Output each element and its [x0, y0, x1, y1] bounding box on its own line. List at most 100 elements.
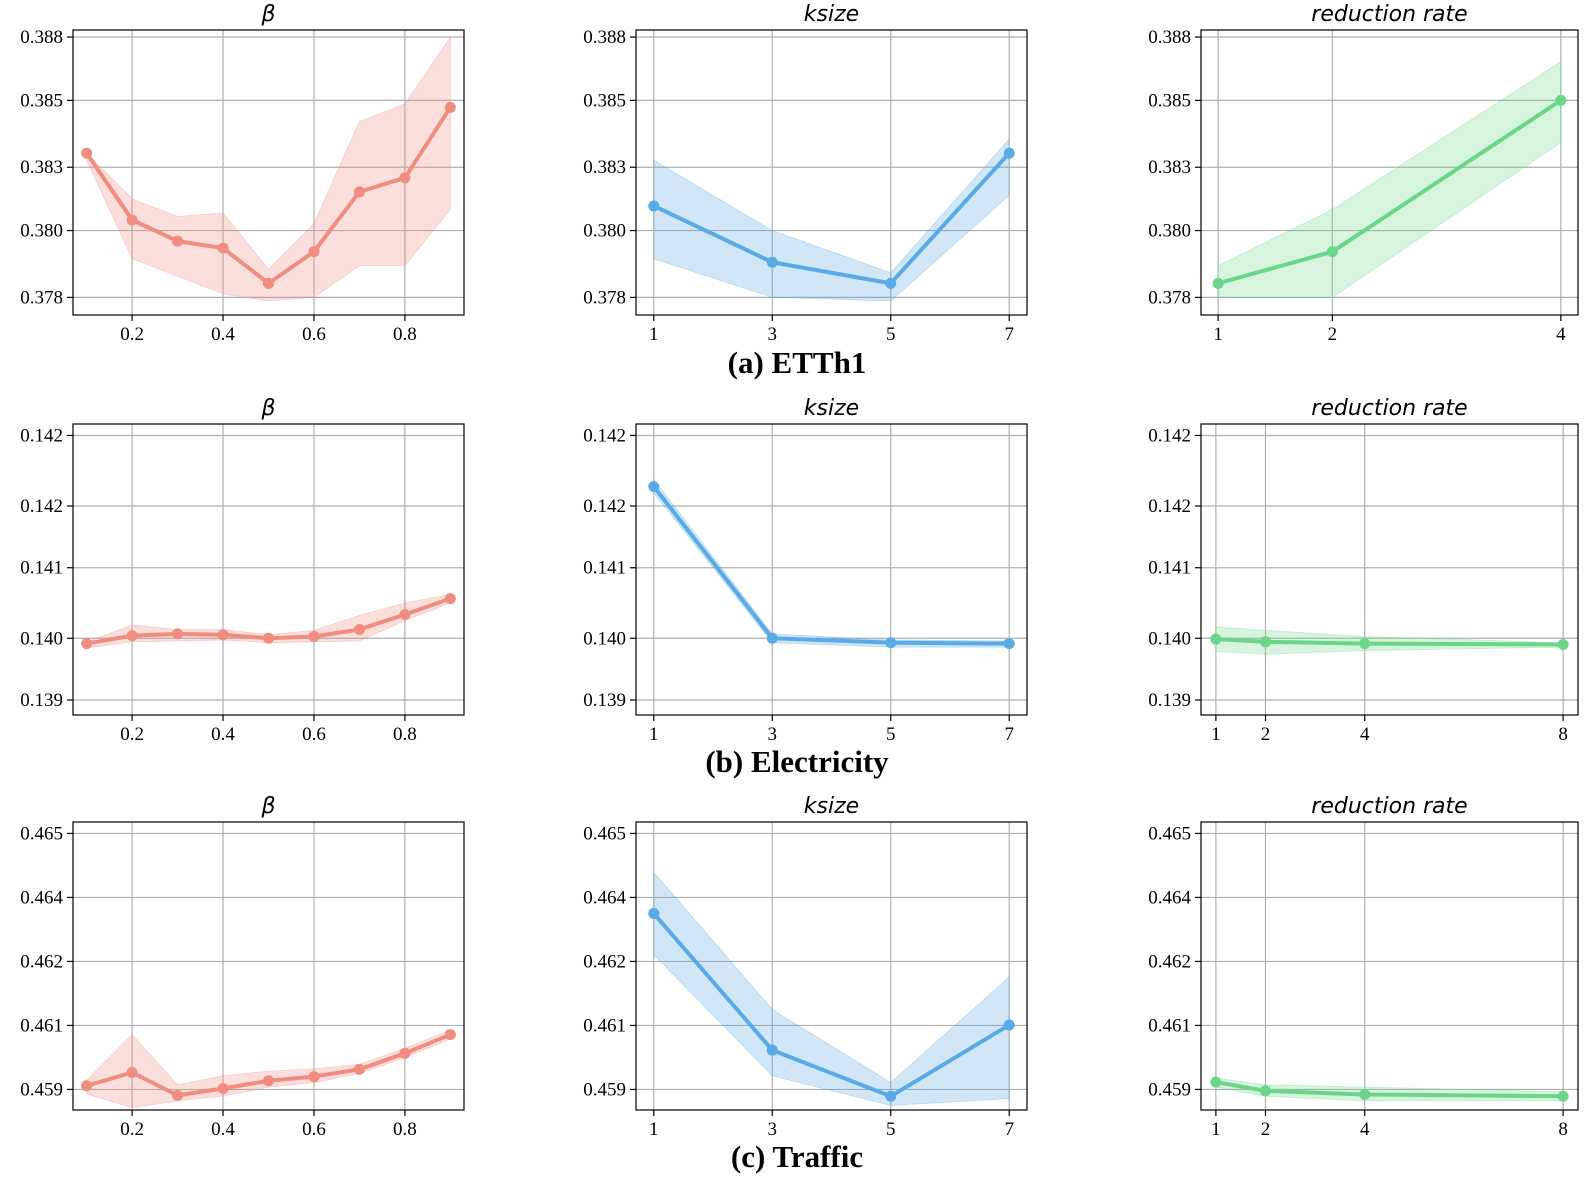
data-point: [885, 1090, 897, 1102]
y-tick-label: 0.464: [1148, 887, 1191, 908]
y-tick-label: 0.142: [1148, 496, 1191, 517]
data-point: [399, 172, 411, 184]
data-point: [766, 1044, 778, 1056]
y-tick-label: 0.380: [1148, 221, 1191, 242]
y-tick-label: 0.141: [1148, 558, 1191, 579]
y-tick-label: 0.142: [1148, 425, 1191, 446]
data-point: [1557, 1090, 1569, 1102]
x-tick-label: 0.4: [211, 724, 235, 745]
data-point: [308, 631, 320, 643]
x-tick-label: 0.8: [393, 324, 417, 345]
chart-title: ksize: [804, 794, 859, 819]
confidence-band: [653, 871, 1010, 1106]
axes-frame: [1200, 821, 1579, 1111]
data-point: [81, 1080, 93, 1092]
data-point: [1259, 636, 1271, 648]
x-tick-label: 4: [1360, 724, 1370, 745]
y-tick-label: 0.465: [1148, 823, 1191, 844]
x-tick-label: 7: [1004, 724, 1014, 745]
y-tick-label: 0.462: [20, 951, 63, 972]
x-tick-label: 0.2: [120, 724, 144, 745]
data-point: [217, 1083, 229, 1095]
data-point: [1003, 147, 1015, 159]
axes-frame: [72, 821, 465, 1111]
subplot-electricity-ksize: 1 3 5 7 0.139 0.140 0.141 0.142 0.142 ksize: [583, 396, 1028, 745]
y-tick-label: 0.140: [583, 628, 626, 649]
chart-title: β: [260, 794, 275, 819]
data-point: [399, 1047, 411, 1059]
y-tick-label: 0.383: [1148, 157, 1191, 178]
x-tick-label: 3: [768, 1119, 778, 1140]
data-point: [308, 1071, 320, 1083]
data-point: [217, 242, 229, 254]
y-tick-label: 0.140: [1148, 628, 1191, 649]
data-point: [172, 628, 184, 640]
y-tick-label: 0.462: [583, 951, 626, 972]
y-tick-label: 0.385: [1148, 90, 1191, 111]
data-point: [648, 200, 660, 212]
data-point: [1212, 277, 1224, 289]
x-tick-label: 3: [768, 724, 778, 745]
y-tick-label: 0.459: [583, 1079, 626, 1100]
x-tick-label: 2: [1328, 324, 1338, 345]
x-tick-label: 2: [1261, 1119, 1271, 1140]
x-tick-label: 0.2: [120, 324, 144, 345]
y-tick-label: 0.459: [20, 1079, 63, 1100]
data-point: [399, 608, 411, 620]
y-tick-label: 0.462: [1148, 951, 1191, 972]
y-tick-label: 0.461: [583, 1015, 626, 1036]
chart-title: β: [260, 2, 275, 27]
y-tick-label: 0.388: [1148, 27, 1191, 48]
chart-title: ksize: [804, 396, 859, 421]
series-line: [1213, 637, 1566, 647]
series-line: [651, 911, 1012, 1099]
data-point: [263, 1075, 274, 1087]
y-tick-label: 0.385: [583, 90, 626, 111]
y-tick-label: 0.383: [20, 157, 63, 178]
data-point: [126, 1067, 138, 1079]
data-point: [885, 637, 897, 649]
chart-title: ksize: [804, 2, 859, 27]
caption-traffic: (c) Traffic: [731, 1139, 863, 1174]
confidence-band: [653, 478, 1010, 648]
x-tick-label: 1: [649, 724, 659, 745]
y-tick-label: 0.380: [583, 221, 626, 242]
data-point: [1555, 94, 1567, 106]
data-point: [1359, 638, 1371, 650]
chart-title: reduction rate: [1311, 794, 1467, 819]
axes-frame: [635, 29, 1028, 316]
x-tick-label: 7: [1004, 324, 1014, 345]
data-point: [648, 481, 660, 493]
y-tick-label: 0.461: [1148, 1015, 1191, 1036]
y-tick-label: 0.141: [20, 558, 63, 579]
x-tick-label: 3: [768, 324, 778, 345]
data-point: [172, 235, 184, 247]
x-tick-label: 5: [886, 1119, 896, 1140]
caption-electricity: (b) Electricity: [705, 744, 889, 779]
confidence-band: [86, 35, 451, 302]
y-tick-label: 0.383: [583, 157, 626, 178]
data-point: [1557, 638, 1569, 650]
x-tick-label: 1: [1211, 724, 1221, 745]
chart-title: β: [260, 396, 275, 421]
y-tick-label: 0.388: [20, 27, 63, 48]
data-point: [444, 1029, 456, 1041]
x-tick-label: 1: [1211, 1119, 1221, 1140]
data-point: [766, 632, 778, 644]
x-tick-label: 1: [649, 1119, 659, 1140]
axes-frame: [1200, 29, 1579, 316]
x-tick-label: 8: [1558, 724, 1568, 745]
y-tick-label: 0.385: [20, 90, 63, 111]
y-tick-label: 0.142: [20, 425, 63, 446]
data-point: [81, 638, 93, 650]
axes-frame: [635, 423, 1028, 716]
subplot-electricity-beta: 0.2 0.4 0.6 0.8 0.139 0.140 0.141 0.142 0.142 β: [20, 396, 465, 745]
data-point: [1326, 246, 1338, 258]
y-tick-label: 0.380: [20, 221, 63, 242]
subplot-traffic-beta: 0.2 0.4 0.6 0.8 0.459 0.461 0.462 0.464 0.465 β: [20, 794, 465, 1140]
data-point: [263, 632, 274, 644]
chart-title: reduction rate: [1311, 2, 1467, 27]
data-point: [1359, 1088, 1371, 1100]
y-tick-label: 0.140: [20, 628, 63, 649]
y-tick-label: 0.465: [583, 823, 626, 844]
